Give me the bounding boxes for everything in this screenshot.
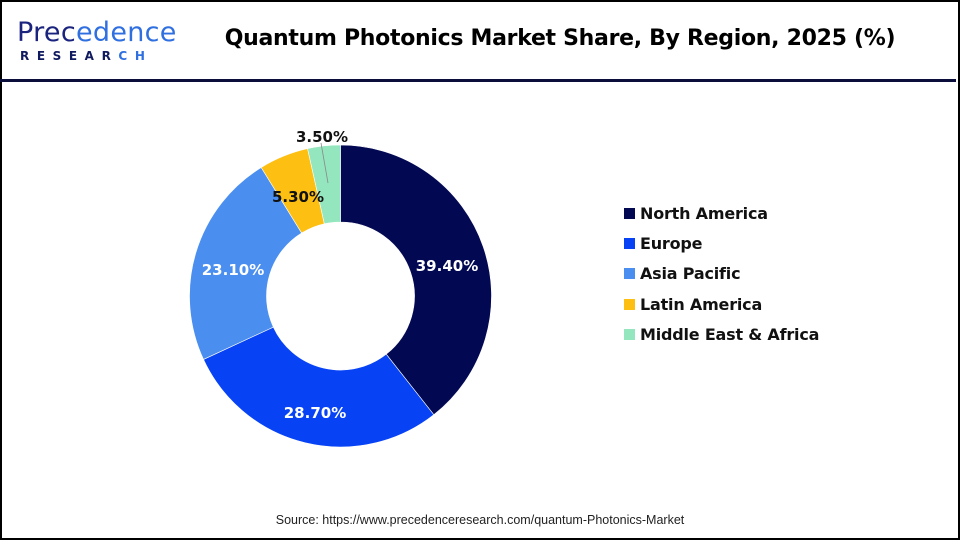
legend-swatch-icon: [624, 238, 635, 250]
data-label-middle-east-africa: 3.50%: [296, 128, 348, 146]
legend-label: Latin America: [640, 294, 763, 314]
leader-line-middle-east-africa: [320, 142, 329, 184]
legend-swatch-icon: [624, 298, 635, 310]
data-label-latin-america: 5.30%: [272, 188, 324, 206]
legend-item-latin-america: Latin America: [624, 289, 819, 319]
logo-wordmark: Precedence: [17, 18, 177, 48]
slice-asia-pacific: [189, 167, 303, 360]
legend-label: North America: [640, 203, 768, 223]
legend-swatch-icon: [624, 329, 635, 341]
source-citation: Source: https://www.precedenceresearch.c…: [275, 513, 685, 527]
logo-subtitle-tail: CH: [118, 49, 153, 63]
legend-label: Middle East & Africa: [640, 325, 820, 345]
legend-item-north-america: North America: [624, 198, 819, 228]
logo-wordmark-head: Prec: [17, 17, 76, 48]
legend-item-europe: Europe: [624, 228, 819, 258]
slice-north-america: [340, 144, 492, 416]
header-divider: [0, 79, 956, 82]
legend-label: Asia Pacific: [640, 264, 741, 284]
legend-swatch-icon: [624, 268, 635, 280]
logo-subtitle-head: RESEAR: [20, 49, 119, 63]
logo-wordmark-tail: edence: [75, 17, 177, 48]
legend-swatch-icon: [624, 207, 635, 219]
logo-subtitle: RESEARCH: [20, 49, 152, 63]
legend-item-asia-pacific: Asia Pacific: [624, 259, 819, 289]
data-label-asia-pacific: 23.10%: [202, 261, 264, 279]
slice-europe: [203, 326, 435, 448]
data-label-north-america: 39.40%: [416, 257, 478, 275]
chart-legend: North America Europe Asia Pacific Latin Ame…: [624, 198, 819, 350]
slice-middle-east-africa: [307, 144, 341, 225]
legend-label: Europe: [640, 234, 703, 254]
precedence-research-logo: Precedence RESEARCH: [17, 18, 176, 64]
legend-item-middle-east-africa: Middle East & Africa: [624, 320, 819, 350]
data-label-europe: 28.70%: [284, 404, 346, 422]
chart-title: Quantum Photonics Market Share, By Regio…: [224, 26, 896, 51]
